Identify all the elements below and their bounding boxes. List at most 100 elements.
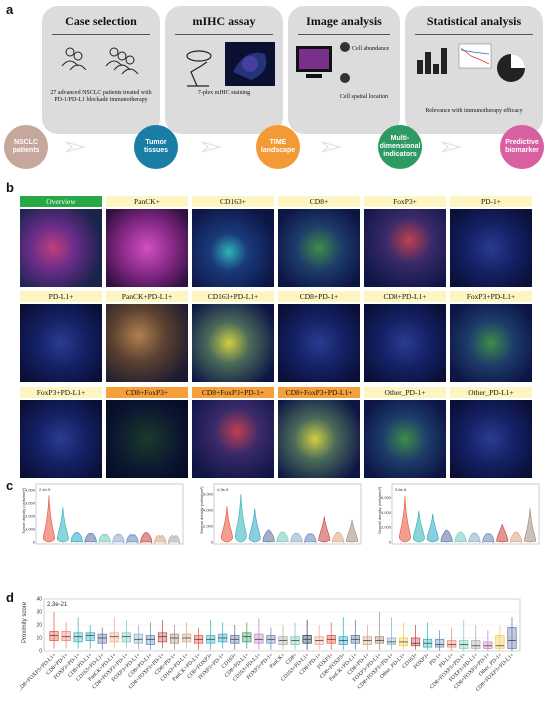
mihc-scan-image: [225, 42, 275, 86]
stage-title: mIHC assay: [192, 14, 256, 28]
y-tick-label: 30: [36, 610, 42, 616]
fluorescence-image: [364, 304, 446, 382]
panel-letter-d: d: [6, 590, 14, 605]
stage-statistical-analysis: Statistical analysis Relevance with immu…: [405, 6, 543, 134]
tile-label: CD163+PD-L1+: [192, 291, 274, 302]
violin-shape: [440, 529, 453, 543]
box: [73, 632, 83, 643]
box: [157, 632, 168, 643]
box: [447, 640, 457, 648]
fluorescence-image: [450, 304, 532, 382]
y-tick-label: 3,000: [25, 501, 36, 506]
tile-label: PD-L1+: [20, 291, 102, 302]
tile-label: CD8+FoxP3+: [106, 387, 188, 398]
tile-label: CD8+PD-L1+: [364, 291, 446, 302]
cell-location-text: Cell spatial location: [340, 94, 388, 100]
violin-shape: [318, 516, 331, 543]
mihc-text: 7-plex mIHC staining: [197, 90, 251, 96]
box: [483, 641, 493, 649]
arrow-icon: [65, 141, 86, 153]
violin-shape: [56, 506, 69, 543]
case-selection-text: 27 advanced NSCLC patients treated with …: [50, 90, 152, 103]
box: [495, 635, 505, 649]
arrow-icon: [321, 141, 342, 153]
circle-time-landscape: TIME landscape: [256, 125, 300, 169]
y-tick-label: 40: [36, 597, 42, 603]
p-value-annotation: 3.6e-6: [395, 487, 407, 492]
violin-shape: [332, 531, 345, 544]
fluorescence-image: [278, 400, 360, 478]
y-tick-label: 0: [39, 649, 42, 655]
stage-title: Image analysis: [306, 14, 382, 28]
y-tick-label: 2,000: [381, 525, 392, 530]
violin-shape: [262, 529, 275, 543]
y-tick-label: 0: [389, 540, 392, 545]
box: [169, 633, 180, 644]
tile-label: Overview: [20, 196, 102, 207]
cell-abundance-text: Cell abundance: [352, 46, 390, 52]
tile-label: FoxP3+PD-L1+: [20, 387, 102, 398]
violin-shape: [399, 495, 411, 543]
box: [97, 633, 107, 644]
stats-text: Relevance with immunotherapy efficacy: [425, 108, 523, 114]
circle-multi-dimensional-indicators: Multi-dimensional indicators: [378, 125, 422, 169]
circle-tumor-tissues: Tumor tissues: [134, 125, 178, 169]
fluorescence-image: [192, 304, 274, 382]
y-axis-label: Tumor density (cells/mm²): [21, 487, 26, 534]
violin-shape: [346, 519, 358, 543]
tile-label: PanCK+: [106, 196, 188, 207]
violin-shape: [482, 533, 495, 544]
violin-shape: [290, 532, 303, 544]
arrow-icon: [201, 141, 222, 153]
tile-label: CD8+FoxP3+PD-L1+: [278, 387, 360, 398]
violin-shape: [84, 533, 97, 544]
violin-shape: [98, 533, 111, 544]
tile-label: Other_PD-1+: [364, 387, 446, 398]
fluorescence-image: [20, 209, 102, 287]
fluorescence-image: [364, 400, 446, 478]
box: [145, 635, 156, 645]
tile-label: CD8+FoxP3+PD-1+: [192, 387, 274, 398]
fluorescence-image: [192, 209, 274, 287]
fluorescence-image: [278, 209, 360, 287]
fluorescence-image: [20, 400, 102, 478]
violin-shape: [510, 531, 523, 544]
box: [109, 632, 119, 643]
microscope-icon: [186, 50, 212, 87]
stage-mihc-assay: mIHC assay 7-plex mIHC staining: [165, 6, 283, 134]
arrow-icon: [441, 141, 462, 153]
box: [410, 637, 421, 647]
y-tick-label: 4,000: [25, 488, 36, 493]
tile-label: FoxP3+PD-L1+: [450, 291, 532, 302]
box: [435, 638, 445, 648]
box: [242, 632, 252, 643]
tile-label: Other_PD-L1+: [450, 387, 532, 398]
tile-label: PD-1+: [450, 196, 532, 207]
panel-letter-b: b: [6, 180, 14, 195]
violin-shape: [412, 510, 425, 543]
fluorescence-image: [106, 400, 188, 478]
tile-label: PanCK+PD-L1+: [106, 291, 188, 302]
violin-shape: [304, 533, 317, 544]
y-tick-label: 10: [36, 636, 42, 642]
y-tick-label: 20: [36, 623, 42, 629]
stage-title: Statistical analysis: [426, 14, 522, 28]
violin-shape: [496, 524, 509, 543]
violin-shape: [70, 532, 83, 543]
y-tick-label: 6,000: [381, 495, 392, 500]
fluorescence-image: [364, 209, 446, 287]
box: [254, 633, 264, 644]
box: [471, 640, 481, 649]
violin-shape: [112, 533, 125, 544]
p-value-annotation: 2.3e-21: [47, 602, 68, 608]
y-tick-label: 2,000: [203, 524, 214, 529]
circle-nsclc-patients: NSCLC patients: [4, 125, 48, 169]
tile-label: FoxP3+: [364, 196, 446, 207]
box: [507, 627, 517, 649]
patients-icon: [61, 47, 139, 75]
violin-shape: [248, 508, 261, 543]
fluorescence-image: [192, 400, 274, 478]
fluorescence-image: [450, 209, 532, 287]
violin-shape: [43, 495, 55, 543]
